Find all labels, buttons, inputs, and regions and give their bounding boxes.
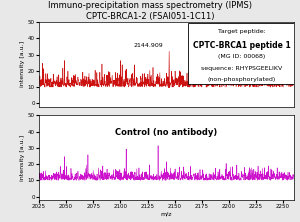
FancyBboxPatch shape bbox=[188, 23, 295, 84]
Y-axis label: intensity [a.u.]: intensity [a.u.] bbox=[20, 41, 25, 87]
Text: Control (no antibody): Control (no antibody) bbox=[116, 128, 218, 137]
Text: CPTC-BRCA1-2 (FSAI051-1C11): CPTC-BRCA1-2 (FSAI051-1C11) bbox=[86, 12, 214, 21]
Text: sequence: RHYPSGEELIKV: sequence: RHYPSGEELIKV bbox=[201, 66, 282, 71]
Text: (MG ID: 00068): (MG ID: 00068) bbox=[218, 54, 266, 59]
Text: 2144.909: 2144.909 bbox=[134, 43, 164, 48]
Text: (non-phosphorylated): (non-phosphorylated) bbox=[208, 77, 276, 82]
Y-axis label: intensity [a.u.]: intensity [a.u.] bbox=[20, 135, 25, 181]
Text: Immuno-precipitation mass spectrometry (IPMS): Immuno-precipitation mass spectrometry (… bbox=[48, 1, 252, 10]
X-axis label: m/z: m/z bbox=[161, 212, 172, 217]
Text: Target peptide:: Target peptide: bbox=[218, 29, 266, 34]
Text: CPTC-BRCA1 peptide 1: CPTC-BRCA1 peptide 1 bbox=[193, 41, 291, 50]
